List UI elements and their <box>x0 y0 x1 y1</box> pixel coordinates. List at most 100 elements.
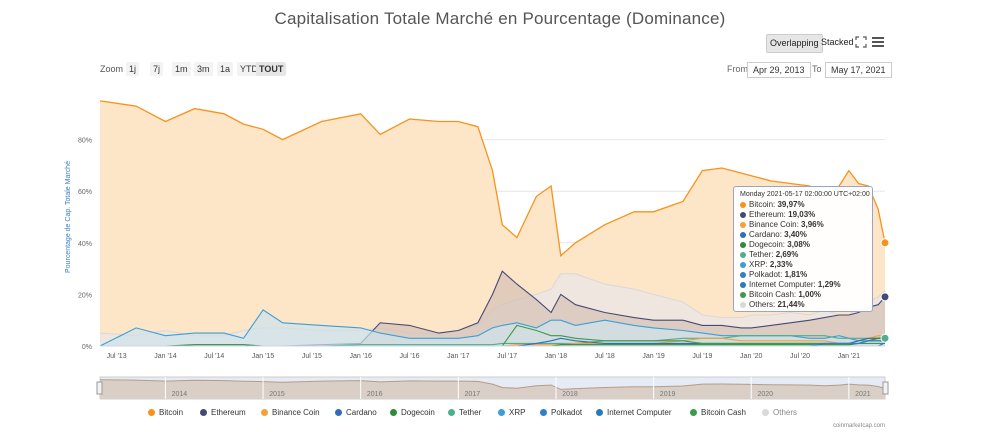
x-tick-label: Jul '18 <box>595 353 615 360</box>
tooltip-series-name: Binance Coin: <box>749 220 802 229</box>
tooltip-series-name: Cardano: <box>749 230 785 239</box>
legend-label: Others <box>773 408 798 417</box>
legend-label: Ethereum <box>211 408 246 417</box>
zoom-button-tout[interactable]: TOUT <box>256 62 287 76</box>
zoom-button-ytd[interactable]: YTD <box>237 62 261 76</box>
navigator-year-label: 2017 <box>465 391 481 398</box>
tooltip-series-name: Ethereum: <box>749 210 789 219</box>
fullscreen-icon[interactable] <box>855 36 867 50</box>
navigator-area <box>100 379 885 399</box>
series-line-xrp[interactable] <box>99 309 886 347</box>
legend-item-polkadot[interactable]: Polkadot <box>540 408 582 417</box>
tooltip-series-name: Tether: <box>749 250 776 259</box>
tooltip-series-name: Polkadot: <box>749 270 785 279</box>
tooltip-series-value: 3,96% <box>801 220 824 229</box>
small-series-end-marker <box>880 333 890 343</box>
legend-dot <box>762 409 769 417</box>
zoom-button-1j[interactable]: 1j <box>126 62 140 76</box>
x-tick-label: Jan '15 <box>252 353 274 360</box>
x-tick-label: Jul '14 <box>204 353 224 360</box>
tooltip-series-name: Bitcoin Cash: <box>749 290 799 299</box>
tooltip-dot <box>740 211 746 218</box>
tooltip-dot <box>740 241 746 248</box>
navigator-year-label: 2018 <box>562 391 578 398</box>
legend-item-tether[interactable]: Tether <box>448 408 481 417</box>
tooltip-series-name: XRP: <box>749 260 770 269</box>
x-tick-label: Jan '19 <box>642 353 664 360</box>
x-tick-label: Jul '13 <box>107 353 127 360</box>
y-tick-label: 40% <box>78 241 92 248</box>
legend-item-binance-coin[interactable]: Binance Coin <box>261 408 320 417</box>
x-tick-label: Jan '16 <box>350 353 372 360</box>
tooltip-dot <box>740 291 746 298</box>
legend-dot <box>596 409 603 417</box>
x-tick-label: Jan '18 <box>545 353 567 360</box>
y-tick-label: 80% <box>78 138 92 145</box>
legend-item-internet-computer[interactable]: Internet Computer <box>596 408 671 417</box>
navigator-year-label: 2020 <box>757 391 773 398</box>
legend-item-cardano[interactable]: Cardano <box>335 408 377 417</box>
legend-item-bitcoin[interactable]: Bitcoin <box>148 408 183 417</box>
tooltip-dot <box>740 281 746 288</box>
legend-label: Bitcoin Cash <box>701 408 746 417</box>
legend-label: Cardano <box>346 408 377 417</box>
x-tick-label: Jul '16 <box>400 353 420 360</box>
legend-dot <box>148 409 155 417</box>
x-tick-label: Jan '17 <box>447 353 469 360</box>
from-label: From <box>727 64 748 74</box>
legend-dot <box>498 409 505 417</box>
tooltip-series-value: 3,40% <box>784 230 807 239</box>
legend-label: Dogecoin <box>401 408 435 417</box>
legend-item-ethereum[interactable]: Ethereum <box>200 408 246 417</box>
x-tick-label: Jan '20 <box>740 353 762 360</box>
tooltip-row: Bitcoin: 39,97% <box>740 200 866 210</box>
navigator-year-label: 2015 <box>269 391 285 398</box>
area-ethereum <box>100 271 885 346</box>
to-date-input[interactable]: May 17, 2021 <box>825 62 892 78</box>
legend-dot <box>200 409 207 417</box>
navigator-year-label: 2014 <box>172 391 188 398</box>
x-tick-label: Jul '15 <box>302 353 322 360</box>
tooltip-series-value: 21,44% <box>777 300 805 309</box>
zoom-label: Zoom <box>100 64 124 74</box>
stacked-button[interactable]: Stacked <box>821 37 854 47</box>
tooltip-series-value: 19,03% <box>788 210 816 219</box>
zoom-button-1m[interactable]: 1m <box>172 62 191 76</box>
ethereum-end-marker <box>880 292 890 302</box>
tooltip-dot <box>740 261 746 268</box>
tooltip-row: XRP: 2,33% <box>740 260 866 270</box>
legend-dot <box>690 409 697 417</box>
y-axis-label: Pourcentage de Cap. Totale Marché <box>65 161 72 273</box>
legend-dot <box>390 409 397 417</box>
tooltip-series-value: 2,69% <box>775 250 799 259</box>
legend-item-others[interactable]: Others <box>762 408 797 417</box>
x-tick-label: Jul '17 <box>497 353 517 360</box>
tooltip-dot <box>740 251 746 258</box>
legend-label: Binance Coin <box>272 408 320 417</box>
tooltip-series-value: 2,33% <box>769 260 793 269</box>
x-tick-label: Jul '19 <box>692 353 712 360</box>
zoom-button-1a[interactable]: 1a <box>217 62 234 76</box>
legend-item-dogecoin[interactable]: Dogecoin <box>390 408 435 417</box>
chart-title: Capitalisation Totale Marché en Pourcent… <box>274 9 726 28</box>
menu-icon[interactable] <box>872 37 884 49</box>
overlapping-button[interactable]: Overlapping <box>766 34 823 53</box>
legend-item-xrp[interactable]: XRP <box>498 408 525 417</box>
legend-dot <box>335 409 342 417</box>
navigator-handle-left[interactable] <box>96 381 103 395</box>
legend-label: Polkadot <box>551 408 583 417</box>
tooltip-dot <box>740 271 746 278</box>
legend-label: XRP <box>509 408 526 417</box>
zoom-button-7j[interactable]: 7j <box>150 62 164 76</box>
navigator-year-label: 2016 <box>367 391 383 398</box>
legend-item-bitcoin-cash[interactable]: Bitcoin Cash <box>690 408 746 417</box>
from-date-input[interactable]: Apr 29, 2013 <box>747 62 811 78</box>
tooltip-dot <box>740 301 746 308</box>
x-tick-label: Jan '21 <box>838 353 860 360</box>
tooltip-series-name: Bitcoin: <box>749 200 778 209</box>
x-tick-label: Jan '14 <box>154 353 176 360</box>
navigator-handle-right[interactable] <box>882 381 889 395</box>
legend-dot <box>261 409 268 417</box>
zoom-button-3m[interactable]: 3m <box>194 62 213 76</box>
navigator-year-label: 2021 <box>855 391 871 398</box>
